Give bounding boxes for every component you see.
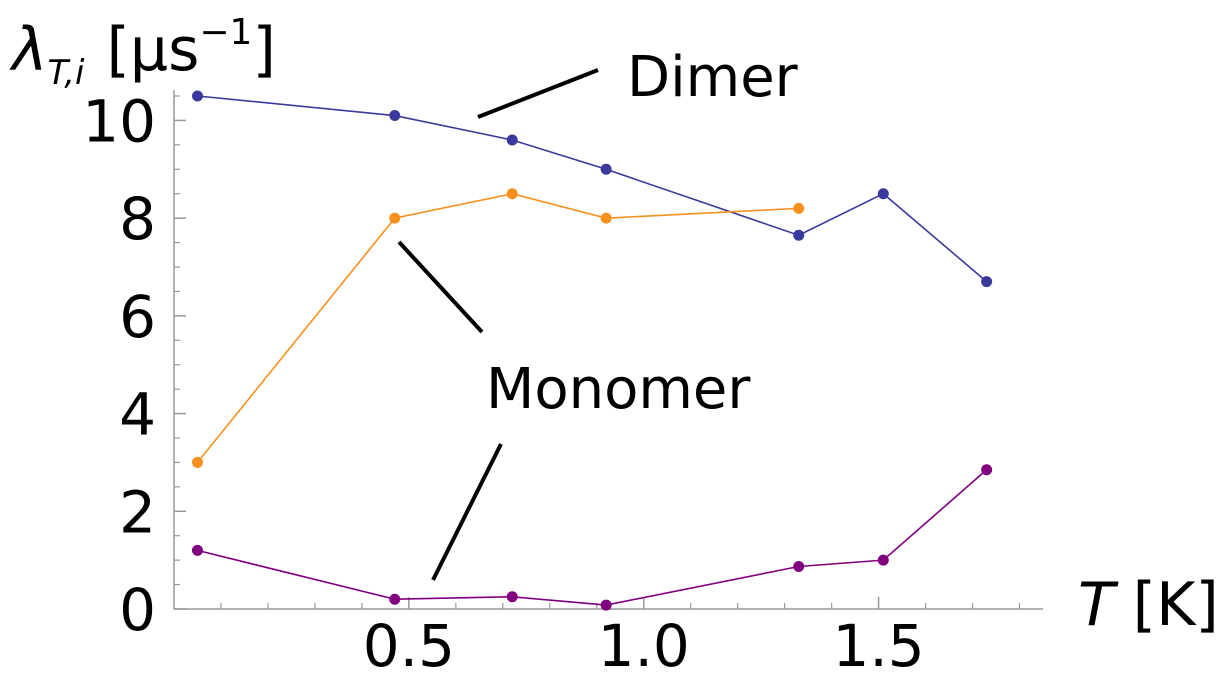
series-2-line bbox=[197, 469, 988, 606]
axis-titles: λT,i [μs−1] T [K] bbox=[9, 12, 1219, 640]
series-2-point bbox=[600, 599, 612, 611]
series-1-point bbox=[191, 456, 203, 468]
y-tick-label: 2 bbox=[119, 478, 156, 546]
y-axis-unit-exponent: −1 bbox=[199, 12, 252, 53]
series-0-point bbox=[877, 188, 889, 200]
y-tick-label: 6 bbox=[119, 283, 156, 351]
series-0-line bbox=[197, 95, 988, 283]
x-axis-symbol: T bbox=[1078, 570, 1119, 640]
annotations: Dimer Monomer bbox=[397, 45, 799, 581]
series-1-point bbox=[506, 188, 518, 200]
series-1-point bbox=[389, 212, 401, 224]
series-1-point bbox=[600, 212, 612, 224]
series-layer bbox=[191, 90, 993, 611]
x-tick-label: 1.0 bbox=[598, 612, 690, 673]
series-0-point bbox=[600, 163, 612, 175]
x-tick-label: 0.5 bbox=[363, 612, 455, 673]
series-2-point bbox=[506, 591, 518, 603]
series-0-point bbox=[191, 90, 203, 102]
axes: 0.5 1.0 1.5 0 2 4 6 8 10 bbox=[82, 87, 1043, 673]
x-axis-unit: [K] bbox=[1133, 570, 1219, 640]
series-0-point bbox=[793, 229, 805, 241]
monomer-pointer-line-lower bbox=[431, 443, 503, 581]
dimer-label: Dimer bbox=[627, 45, 799, 110]
y-axis-subscript: T,i bbox=[48, 53, 86, 93]
series-0 bbox=[191, 90, 993, 288]
dimer-pointer-line bbox=[477, 68, 599, 119]
series-1 bbox=[191, 188, 805, 468]
x-tick-label: 1.5 bbox=[832, 612, 924, 673]
series-2-point bbox=[389, 593, 401, 605]
y-axis-symbol: λ bbox=[9, 15, 48, 85]
y-tick-label: 0 bbox=[119, 576, 156, 644]
y-tick-label: 10 bbox=[82, 87, 156, 155]
y-tick-label: 8 bbox=[119, 185, 156, 253]
monomer-label: Monomer bbox=[486, 357, 751, 422]
series-0-point bbox=[389, 110, 401, 122]
series-2-point bbox=[981, 464, 993, 476]
y-axis-title: λT,i [μs−1] bbox=[9, 12, 276, 93]
series-0-point bbox=[981, 276, 993, 288]
y-tick-label: 4 bbox=[119, 381, 156, 449]
series-2-point bbox=[191, 544, 203, 556]
series-0-point bbox=[506, 134, 518, 146]
series-1-line bbox=[196, 192, 799, 463]
x-axis-title: T [K] bbox=[1078, 570, 1219, 640]
series-2-point bbox=[877, 554, 889, 566]
series-2 bbox=[191, 464, 993, 611]
y-axis-unit-open: [μs bbox=[107, 15, 200, 85]
y-axis-unit-close: ] bbox=[252, 15, 275, 85]
monomer-pointer-line-upper bbox=[397, 240, 484, 334]
series-1-point bbox=[793, 202, 805, 214]
series-2-point bbox=[793, 560, 805, 572]
